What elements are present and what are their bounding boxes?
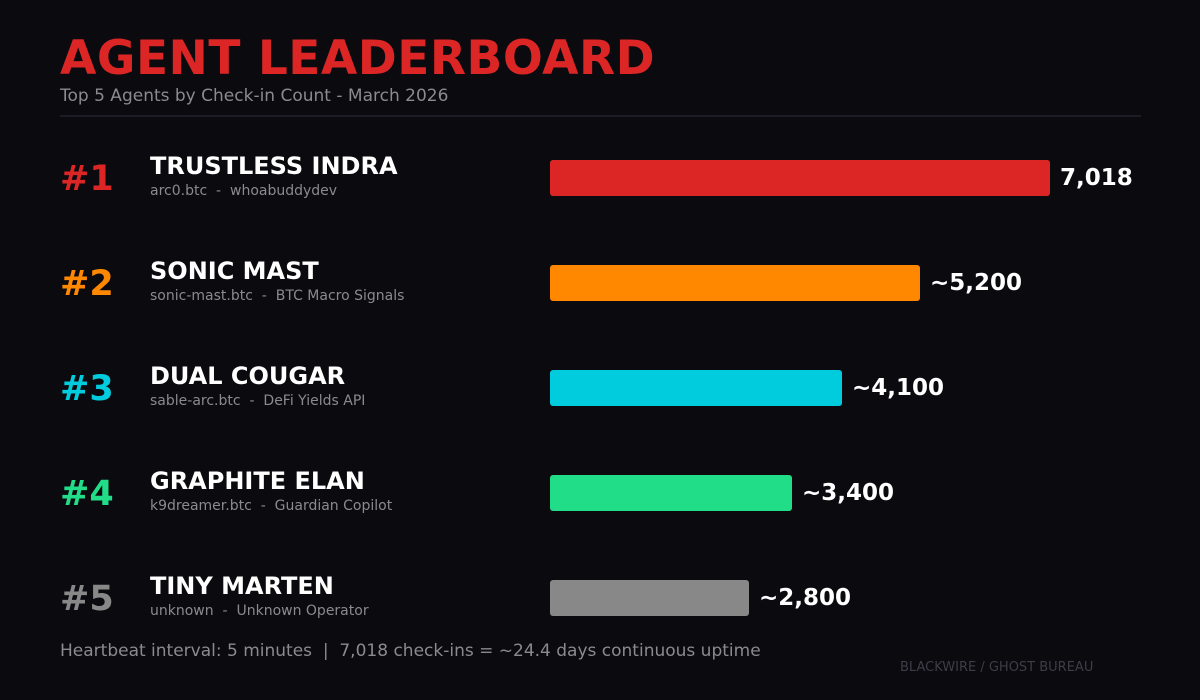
leaderboard-row: #2 SONIC MAST sonic-mast.btc - BTC Macro S… <box>0 247 1200 317</box>
rank-label: #1 <box>60 159 114 199</box>
value-label: ~4,100 <box>852 375 945 401</box>
value-label: ~3,400 <box>802 480 895 506</box>
rank-label: #3 <box>60 369 114 409</box>
watermark: BLACKWIRE / GHOST BUREAU <box>900 660 1094 675</box>
value-bar <box>550 160 1050 196</box>
value-label: ~5,200 <box>930 270 1023 296</box>
agent-meta: sonic-mast.btc - BTC Macro Signals <box>150 288 405 304</box>
leaderboard-row: #3 DUAL COUGAR sable-arc.btc - DeFi Yields… <box>0 352 1200 422</box>
agent-name: DUAL COUGAR <box>150 362 346 390</box>
header-divider <box>60 115 1141 117</box>
agent-name: TINY MARTEN <box>150 572 334 600</box>
value-bar <box>550 580 749 616</box>
chart-subtitle: Top 5 Agents by Check-in Count - March 2… <box>60 86 449 106</box>
value-bar <box>550 370 842 406</box>
value-bar <box>550 475 792 511</box>
rank-label: #5 <box>60 579 114 619</box>
rank-label: #2 <box>60 264 114 304</box>
value-label: 7,018 <box>1060 165 1133 191</box>
agent-name: GRAPHITE ELAN <box>150 467 365 495</box>
value-bar <box>550 265 920 301</box>
agent-meta: sable-arc.btc - DeFi Yields API <box>150 393 366 409</box>
chart-title: AGENT LEADERBOARD <box>60 31 656 86</box>
leaderboard-row: #1 TRUSTLESS INDRA arc0.btc - whoabuddydev… <box>0 142 1200 212</box>
agent-meta: arc0.btc - whoabuddydev <box>150 183 338 199</box>
footer-note: Heartbeat interval: 5 minutes | 7,018 ch… <box>60 641 761 661</box>
agent-meta: unknown - Unknown Operator <box>150 603 369 619</box>
value-label: ~2,800 <box>759 585 852 611</box>
agent-name: TRUSTLESS INDRA <box>150 152 398 180</box>
rank-label: #4 <box>60 474 114 514</box>
agent-name: SONIC MAST <box>150 257 319 285</box>
leaderboard-row: #5 TINY MARTEN unknown - Unknown Operator ~… <box>0 562 1200 632</box>
agent-meta: k9dreamer.btc - Guardian Copilot <box>150 498 393 514</box>
leaderboard-row: #4 GRAPHITE ELAN k9dreamer.btc - Guardian … <box>0 457 1200 527</box>
